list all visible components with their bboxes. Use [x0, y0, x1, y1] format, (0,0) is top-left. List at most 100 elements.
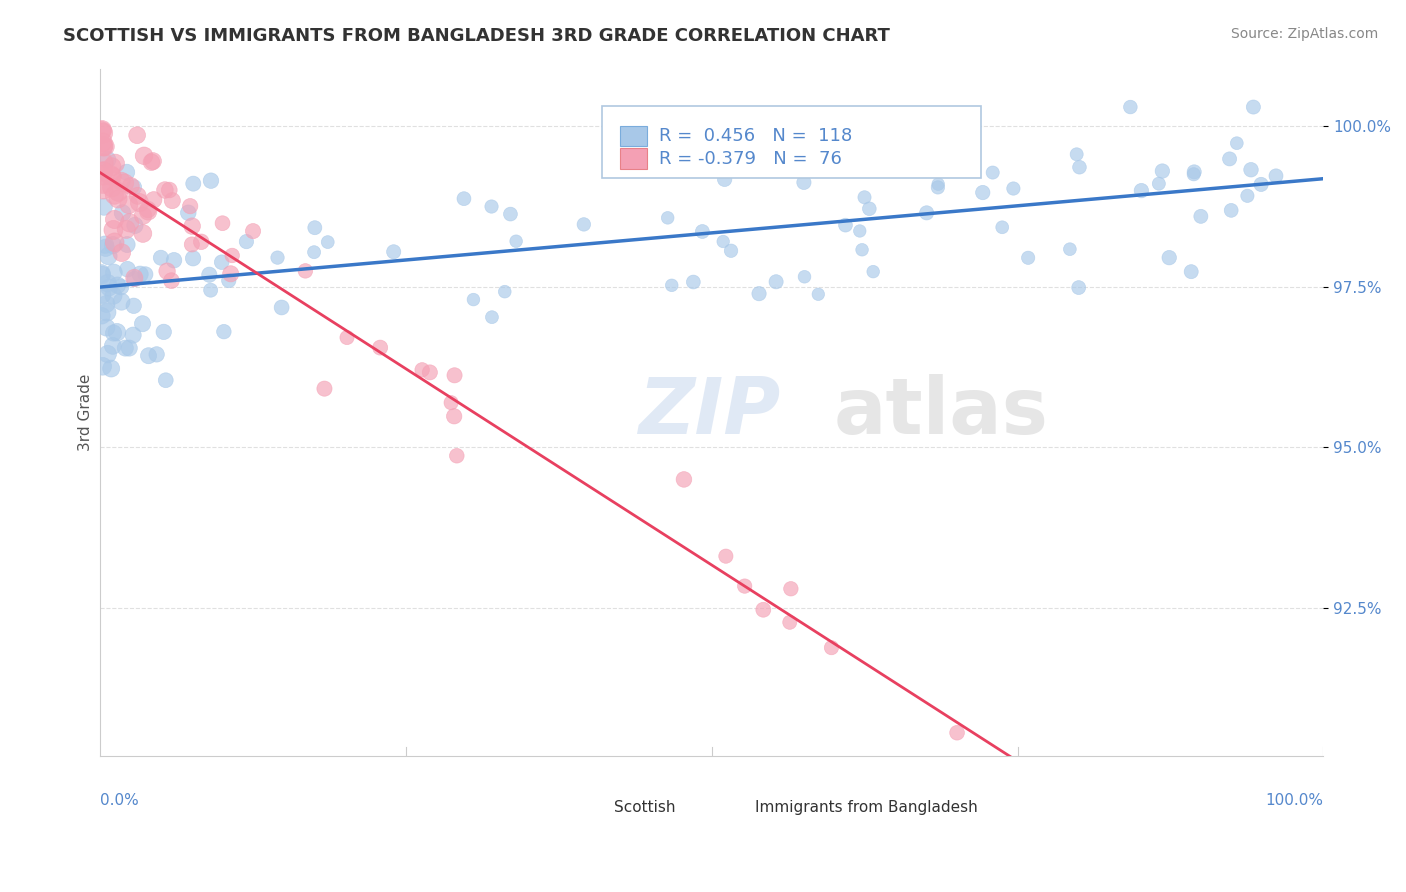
- Text: Immigrants from Bangladesh: Immigrants from Bangladesh: [755, 799, 977, 814]
- Point: [336, 330, 359, 344]
- Point: [118, 341, 141, 355]
- Point: [91, 169, 114, 183]
- Point: [981, 165, 1004, 179]
- Point: [1236, 189, 1258, 203]
- Point: [104, 156, 127, 170]
- Point: [481, 200, 503, 214]
- Point: [294, 264, 316, 278]
- Point: [122, 328, 145, 343]
- Point: [499, 207, 522, 221]
- Text: 0.0%: 0.0%: [100, 793, 139, 808]
- Point: [104, 235, 127, 250]
- Point: [181, 252, 204, 266]
- Point: [101, 160, 124, 174]
- Point: [1002, 181, 1025, 195]
- Point: [134, 268, 156, 282]
- Point: [793, 269, 815, 284]
- Point: [446, 449, 468, 463]
- Y-axis label: 3rd Grade: 3rd Grade: [79, 374, 93, 450]
- Point: [103, 188, 125, 202]
- Point: [117, 262, 139, 277]
- Point: [1220, 203, 1243, 218]
- Point: [748, 286, 770, 301]
- Point: [572, 218, 595, 232]
- Point: [149, 251, 172, 265]
- Point: [110, 174, 132, 188]
- Point: [927, 180, 949, 194]
- Point: [163, 253, 186, 268]
- Point: [1130, 184, 1153, 198]
- Point: [211, 255, 233, 269]
- Point: [107, 192, 129, 206]
- Point: [780, 582, 803, 596]
- Point: [713, 172, 735, 186]
- Point: [100, 361, 122, 376]
- Point: [101, 169, 124, 184]
- Point: [97, 249, 120, 263]
- Point: [440, 395, 463, 409]
- Point: [1147, 177, 1170, 191]
- Point: [141, 155, 163, 169]
- Point: [1002, 761, 1025, 775]
- Point: [96, 297, 118, 311]
- Point: [124, 271, 146, 285]
- Point: [1265, 169, 1288, 183]
- Point: [142, 154, 165, 169]
- Text: 100.0%: 100.0%: [1265, 793, 1323, 808]
- Point: [128, 195, 150, 210]
- Point: [200, 174, 222, 188]
- Point: [807, 287, 830, 301]
- Point: [91, 136, 114, 150]
- Point: [314, 382, 336, 396]
- Point: [915, 206, 938, 220]
- Point: [90, 268, 112, 282]
- Point: [1182, 167, 1205, 181]
- Point: [94, 139, 117, 153]
- Point: [1180, 265, 1202, 279]
- Point: [101, 339, 124, 353]
- Point: [657, 211, 679, 225]
- Point: [145, 347, 167, 361]
- Point: [849, 224, 872, 238]
- Point: [93, 139, 115, 153]
- Point: [368, 341, 391, 355]
- Point: [127, 189, 149, 203]
- Point: [779, 615, 801, 630]
- Point: [853, 190, 876, 204]
- Point: [94, 237, 117, 252]
- Point: [122, 299, 145, 313]
- Point: [153, 183, 176, 197]
- Point: [302, 245, 325, 260]
- Point: [734, 579, 756, 593]
- Point: [714, 549, 737, 564]
- Point: [118, 216, 141, 230]
- Point: [91, 164, 114, 178]
- Point: [115, 165, 138, 179]
- Point: [270, 301, 292, 315]
- Point: [219, 267, 242, 281]
- Point: [481, 310, 503, 325]
- Point: [177, 206, 200, 220]
- Point: [101, 180, 124, 194]
- Point: [218, 273, 240, 287]
- Point: [157, 183, 180, 197]
- Point: [1226, 136, 1249, 151]
- Point: [1159, 251, 1181, 265]
- Point: [682, 275, 704, 289]
- Point: [443, 368, 465, 383]
- Point: [132, 149, 155, 163]
- Point: [200, 283, 222, 297]
- Point: [93, 182, 115, 196]
- Point: [862, 265, 884, 279]
- Point: [1152, 164, 1174, 178]
- Point: [212, 325, 235, 339]
- Point: [1059, 242, 1081, 256]
- Text: ZIP: ZIP: [638, 374, 780, 450]
- Point: [1119, 100, 1142, 114]
- Point: [1182, 165, 1205, 179]
- Point: [453, 192, 475, 206]
- Point: [181, 219, 204, 234]
- Point: [957, 136, 980, 151]
- Text: atlas: atlas: [834, 374, 1049, 450]
- Point: [118, 198, 141, 212]
